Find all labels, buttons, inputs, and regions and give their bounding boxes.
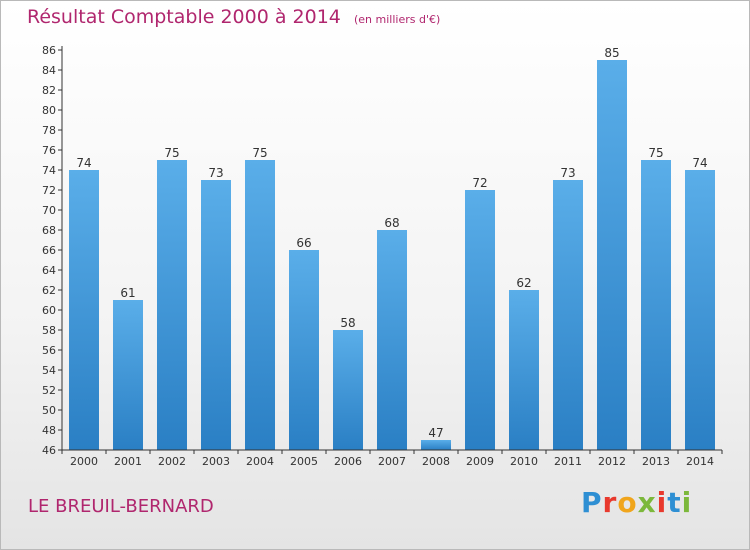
y-tick-label-82: 82	[42, 84, 56, 97]
bar-2011	[553, 180, 583, 450]
chart-title: Résultat Comptable 2000 à 2014	[27, 6, 341, 28]
bar-2009	[465, 190, 495, 450]
value-label-2004: 75	[252, 146, 267, 160]
bar-2013	[641, 160, 671, 450]
value-label-2009: 72	[472, 176, 487, 190]
value-label-2006: 58	[340, 316, 355, 330]
value-label-2005: 66	[296, 236, 311, 250]
value-label-2001: 61	[120, 286, 135, 300]
x-tick-label-2014: 2014	[686, 455, 714, 468]
chart-subtitle: (en milliers d'€)	[353, 13, 441, 26]
y-tick-label-58: 58	[42, 324, 56, 337]
bar-2003	[201, 180, 231, 450]
x-tick-label-2000: 2000	[70, 455, 98, 468]
value-label-2014: 74	[692, 156, 707, 170]
y-tick-label-80: 80	[42, 104, 56, 117]
x-tick-label-2011: 2011	[554, 455, 582, 468]
x-tick-label-2009: 2009	[466, 455, 494, 468]
value-label-2013: 75	[648, 146, 663, 160]
bar-2000	[69, 170, 99, 450]
proxiti-logo: Proxiti	[581, 486, 693, 519]
location-label: LE BREUIL-BERNARD	[28, 496, 214, 517]
x-tick-label-2012: 2012	[598, 455, 626, 468]
bar-2010	[509, 290, 539, 450]
x-tick-label-2013: 2013	[642, 455, 670, 468]
x-tick-label-2001: 2001	[114, 455, 142, 468]
value-label-2007: 68	[384, 216, 399, 230]
y-tick-label-74: 74	[42, 164, 56, 177]
value-label-2003: 73	[208, 166, 223, 180]
bar-2005	[289, 250, 319, 450]
value-label-2010: 62	[516, 276, 531, 290]
value-label-2012: 85	[604, 46, 619, 60]
y-tick-label-48: 48	[42, 424, 56, 437]
x-tick-label-2006: 2006	[334, 455, 362, 468]
y-tick-label-64: 64	[42, 264, 56, 277]
value-label-2000: 74	[76, 156, 91, 170]
x-tick-label-2004: 2004	[246, 455, 274, 468]
bar-2006	[333, 330, 363, 450]
y-tick-label-46: 46	[42, 444, 56, 457]
y-tick-label-54: 54	[42, 364, 56, 377]
value-label-2008: 47	[428, 426, 443, 440]
y-tick-label-62: 62	[42, 284, 56, 297]
bar-2012	[597, 60, 627, 450]
y-tick-label-60: 60	[42, 304, 56, 317]
axes-group	[58, 46, 723, 454]
y-tick-label-68: 68	[42, 224, 56, 237]
y-tick-label-50: 50	[42, 404, 56, 417]
y-tick-label-72: 72	[42, 184, 56, 197]
y-tick-label-70: 70	[42, 204, 56, 217]
y-tick-label-66: 66	[42, 244, 56, 257]
x-tick-label-2007: 2007	[378, 455, 406, 468]
x-tick-label-2003: 2003	[202, 455, 230, 468]
bar-2008	[421, 440, 451, 450]
value-label-2002: 75	[164, 146, 179, 160]
x-tick-label-2010: 2010	[510, 455, 538, 468]
bar-2004	[245, 160, 275, 450]
bar-2001	[113, 300, 143, 450]
bar-2014	[685, 170, 715, 450]
y-tick-label-56: 56	[42, 344, 56, 357]
y-tick-label-76: 76	[42, 144, 56, 157]
bar-2007	[377, 230, 407, 450]
y-tick-label-84: 84	[42, 64, 56, 77]
bars-group	[69, 60, 715, 450]
y-tick-label-78: 78	[42, 124, 56, 137]
y-tick-label-86: 86	[42, 44, 56, 57]
x-tick-label-2002: 2002	[158, 455, 186, 468]
x-tick-label-2008: 2008	[422, 455, 450, 468]
labels-group: 74 2000 61 2001 75 2002 73 2003 75 2004 66 2005 58 20…	[42, 44, 714, 468]
value-label-2011: 73	[560, 166, 575, 180]
x-tick-label-2005: 2005	[290, 455, 318, 468]
title-row: Résultat Comptable 2000 à 2014 (en milli…	[27, 6, 440, 28]
y-tick-label-52: 52	[42, 384, 56, 397]
bar-2002	[157, 160, 187, 450]
